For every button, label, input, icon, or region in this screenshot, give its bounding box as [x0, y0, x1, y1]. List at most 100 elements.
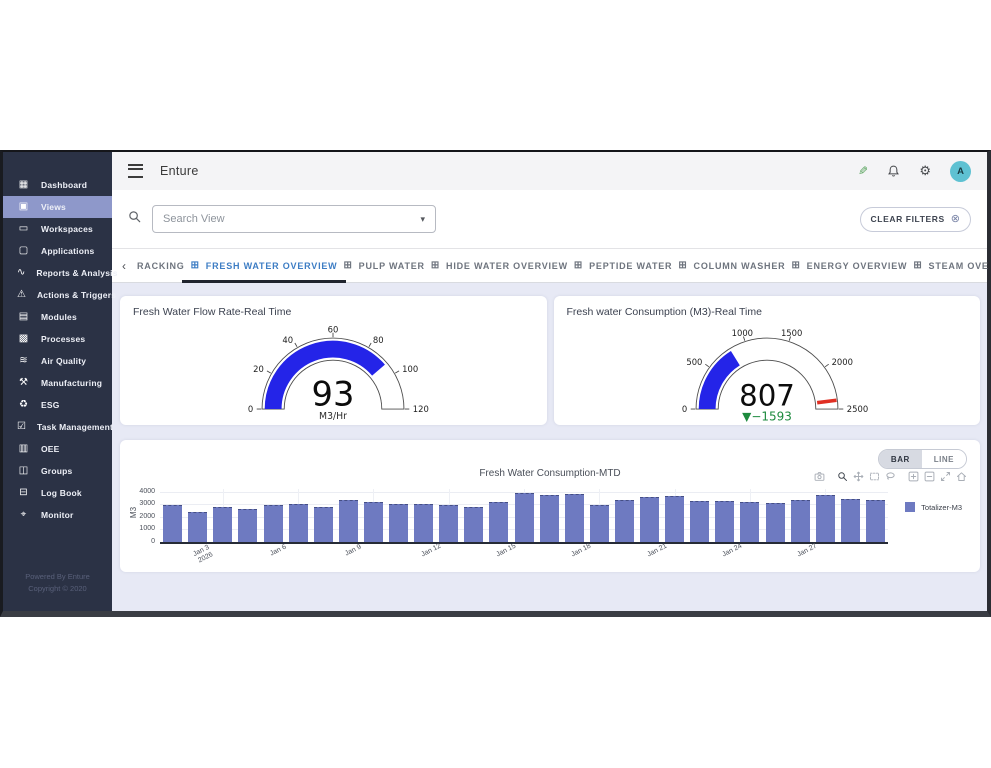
zoom-icon[interactable] [837, 471, 848, 482]
svg-text:40: 40 [283, 335, 294, 345]
workspaces-icon: ▭ [18, 223, 29, 234]
bar-jan-19[interactable] [614, 499, 634, 542]
svg-text:1500: 1500 [781, 328, 802, 338]
sidebar-item-label: Applications [41, 246, 95, 256]
dashboard-grid-icon: ⊞ [913, 259, 923, 271]
sidebar-item-applications[interactable]: ▢ Applications [3, 240, 112, 262]
menu-icon[interactable] [128, 164, 143, 178]
reset-axes-icon[interactable] [956, 471, 967, 482]
search-view-select[interactable]: Search View ▾ [152, 205, 436, 233]
bar-jan-9[interactable] [363, 501, 383, 542]
bar-jan-8[interactable] [338, 500, 358, 542]
tab-peptide-water[interactable]: ⊞ PEPTIDE WATER [571, 249, 675, 282]
svg-text:20: 20 [253, 364, 264, 374]
gauge-chart-2: 0 500 1000 1500 2000 2500 807 ▼−1593 [567, 315, 968, 425]
lasso-icon[interactable] [885, 471, 896, 482]
tab-racking[interactable]: RACKING [134, 249, 188, 282]
chart-legend[interactable]: Totalizer-M3 [905, 502, 962, 512]
tabs-prev-chevron-icon[interactable]: ‹ [122, 258, 126, 273]
dashboard-grid-icon: ⊞ [573, 259, 584, 271]
bar-jan-27[interactable] [815, 495, 835, 542]
sidebar-item-log-book[interactable]: ⊟ Log Book [3, 482, 112, 504]
tab-steam-ove[interactable]: ⊞ STEAM OVE [910, 249, 991, 282]
gauge-svg-2: 0 500 1000 1500 2000 2500 807▼−1593 [682, 328, 868, 423]
sidebar-item-esg[interactable]: ♻ ESG [3, 394, 112, 416]
bar-jan-29[interactable] [865, 500, 885, 542]
y-tick-label: 1000 [139, 525, 155, 533]
bar-jan-7[interactable] [313, 506, 333, 542]
bar-jan-23[interactable] [715, 501, 735, 542]
zoom-in-icon[interactable] [908, 471, 919, 482]
bar-jan-11[interactable] [414, 504, 434, 542]
edit-pencil-icon[interactable]: ✎ [858, 164, 869, 178]
bar-jan-17[interactable] [564, 494, 584, 542]
bar-jan-22[interactable] [690, 501, 710, 542]
gauge-1-title: Fresh Water Flow Rate-Real Time [133, 306, 292, 318]
bar-jan-10[interactable] [389, 504, 408, 542]
box-select-icon[interactable] [869, 471, 880, 482]
tabs-list: RACKING ⊞ FRESH WATER OVERVIEW ⊞ PULP WATER ⊞… [126, 249, 991, 283]
bar-jan-18[interactable] [589, 504, 609, 542]
bar-jan-26[interactable] [790, 500, 810, 542]
tab-fresh-water-overview[interactable]: ⊞ FRESH WATER OVERVIEW [181, 249, 347, 283]
line-toggle-button[interactable]: LINE [921, 450, 966, 468]
dashboard-icon: ▦ [18, 179, 29, 190]
bar-jan-28[interactable] [840, 499, 860, 542]
gauge-card-1: Fresh Water Flow Rate-Real Time 0 20 40 60 8… [120, 296, 547, 425]
sidebar-item-reports-analysis[interactable]: ∿ Reports & Analysis [3, 262, 117, 284]
gauge-2-title: Fresh water Consumption (M3)-Real Time [566, 306, 762, 318]
bar-jan-24[interactable] [740, 501, 760, 542]
sidebar-item-dashboard[interactable]: ▦ Dashboard [3, 174, 112, 196]
notifications-bell-icon[interactable] [887, 164, 900, 178]
settings-gear-icon[interactable]: ⚙ [919, 163, 931, 178]
bar-jan-25[interactable] [765, 502, 785, 542]
autoscale-icon[interactable] [940, 471, 951, 482]
sidebar-item-label: Workspaces [41, 224, 93, 234]
tab-energy-overview[interactable]: ⊞ ENERGY OVERVIEW [788, 249, 910, 282]
reports-analysis-icon: ∿ [17, 267, 26, 278]
tab-column-washer[interactable]: ⊞ COLUMN WASHER [675, 249, 788, 282]
sidebar-item-air-quality[interactable]: ≋ Air Quality [3, 350, 112, 372]
camera-icon[interactable] [814, 471, 825, 482]
x-tick-label: Jan 18 [570, 542, 593, 559]
content-area: Fresh Water Flow Rate-Real Time 0 20 40 60 8… [112, 283, 987, 611]
x-tick-label: Jan 15 [495, 542, 518, 559]
svg-text:100: 100 [402, 364, 418, 374]
bar-jan-2[interactable] [188, 512, 208, 542]
avatar[interactable]: A [950, 160, 971, 182]
sidebar-item-groups[interactable]: ◫ Groups [3, 460, 112, 482]
bar-jan-1[interactable] [163, 504, 183, 542]
tab-hide-water-overview[interactable]: ⊞ HIDE WATER OVERVIEW [428, 249, 571, 282]
app-title: Enture [160, 164, 199, 178]
bar-jan-16[interactable] [539, 494, 559, 542]
sidebar-item-task-management[interactable]: ☑ Task Management [3, 416, 113, 438]
bar-jan-3[interactable] [213, 507, 233, 542]
pan-icon[interactable] [853, 471, 864, 482]
bar-toggle-button[interactable]: BAR [878, 450, 922, 468]
sidebar-item-modules[interactable]: ▤ Modules [3, 306, 112, 328]
bar-jan-4[interactable] [238, 508, 258, 542]
bar-jan-6[interactable] [288, 503, 308, 542]
bar-jan-21[interactable] [665, 495, 685, 542]
sidebar-item-oee[interactable]: ▥ OEE [3, 438, 112, 460]
bar-jan-14[interactable] [489, 501, 509, 542]
sidebar-item-workspaces[interactable]: ▭ Workspaces [3, 218, 112, 240]
zoom-out-icon[interactable] [924, 471, 935, 482]
esg-icon: ♻ [19, 399, 28, 410]
sidebar-item-processes[interactable]: ▩ Processes [3, 328, 112, 350]
sidebar-item-monitor[interactable]: ⌖ Monitor [3, 504, 112, 526]
sidebar-item-label: ESG [41, 400, 60, 410]
tab-pulp-water[interactable]: ⊞ PULP WATER [340, 249, 427, 282]
bar-jan-12[interactable] [439, 505, 459, 542]
bar-jan-13[interactable] [464, 506, 484, 542]
clear-filters-button[interactable]: CLEAR FILTERS ⊗ [859, 206, 971, 232]
bar-jan-15[interactable] [514, 492, 534, 542]
x-tick-label: Jan 21 [645, 542, 668, 559]
svg-text:807: 807 [739, 378, 795, 412]
bar-jan-5[interactable] [263, 505, 283, 542]
sidebar-item-actions-triggers[interactable]: ⚠ Actions & Triggers [3, 284, 116, 306]
sidebar-item-manufacturing[interactable]: ⚒ Manufacturing [3, 372, 112, 394]
bar-jan-20[interactable] [640, 496, 659, 542]
sidebar-item-views[interactable]: ▣ Views [3, 196, 112, 218]
